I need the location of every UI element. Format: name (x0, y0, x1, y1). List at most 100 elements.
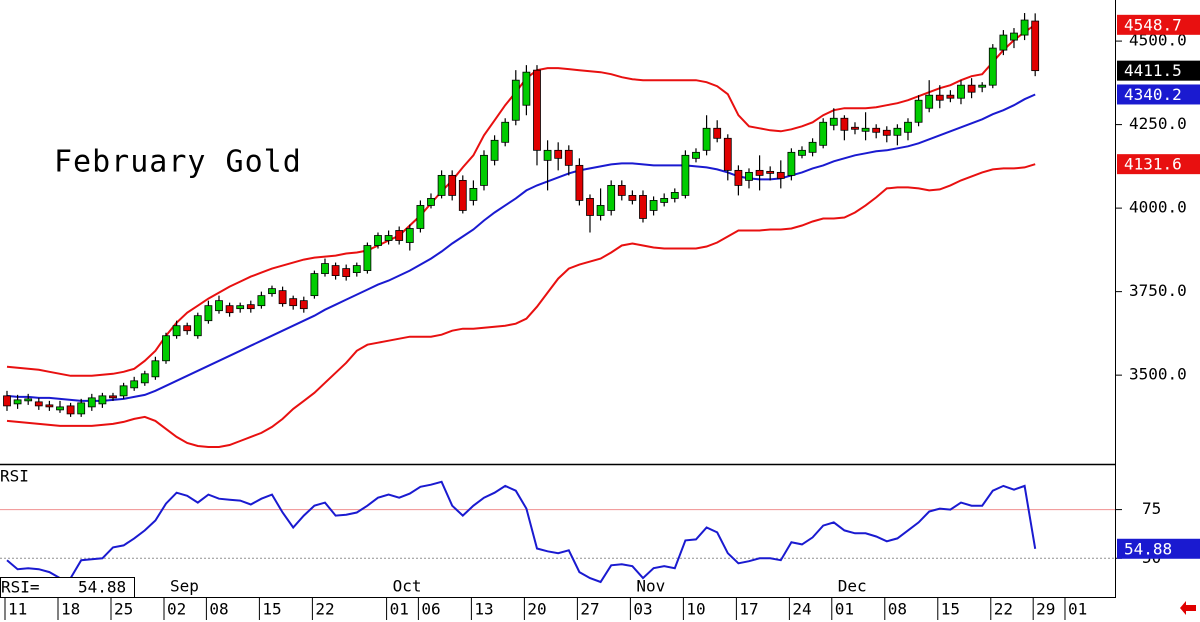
month-label: Dec (838, 577, 867, 596)
axis-labels: 4500.0 4250.0 4000.0 3750.0 3500.0 4548.7 4340… (0, 14, 1200, 620)
candle-body (660, 198, 669, 203)
candle-body (543, 149, 552, 161)
candle-body (77, 402, 86, 415)
candle-body (405, 228, 414, 243)
candle-body (119, 385, 128, 397)
candle-body (56, 406, 64, 411)
candle-body (575, 164, 584, 201)
candle-body (130, 380, 139, 389)
candle-body (24, 398, 33, 402)
candle-body (384, 235, 393, 241)
candle-body (204, 305, 213, 322)
x-tick-label: 22 (315, 600, 334, 619)
candle-body (776, 171, 785, 179)
candle-body (225, 305, 234, 314)
candle-body (448, 174, 457, 196)
candle-body (437, 174, 446, 196)
candle-body (925, 94, 934, 109)
candle-body (469, 188, 478, 201)
last-band-value-label: 4131.6 (1124, 155, 1182, 174)
candle-body (533, 69, 541, 151)
rsi-line (6, 480, 1037, 584)
candle-body (236, 305, 245, 310)
candle-body (692, 151, 700, 159)
month-label: Nov (636, 577, 665, 596)
candle-body (999, 34, 1008, 51)
candle-body (109, 395, 117, 399)
x-tick-label: 01 (1068, 600, 1087, 619)
x-tick-label: 01 (390, 600, 409, 619)
x-tick-label: 03 (633, 600, 652, 619)
candle-body (935, 94, 944, 101)
candle-body (734, 169, 743, 186)
month-label: Oct (393, 577, 422, 596)
candle-body (490, 139, 499, 161)
candle-body (183, 325, 192, 332)
candle-body (321, 263, 329, 274)
x-tick-label: 17 (739, 600, 758, 619)
candle-body (596, 205, 605, 216)
scroll-arrow[interactable] (1180, 601, 1196, 615)
candle-body (352, 265, 361, 273)
candle-body (278, 290, 287, 305)
x-tick-label: 13 (474, 600, 493, 619)
candle-body (1010, 32, 1018, 41)
y-tick-label: 4250.0 (1129, 114, 1187, 133)
candle-body (342, 268, 351, 277)
candle-body (755, 169, 764, 176)
candle-body (395, 230, 404, 241)
candle-body (246, 304, 255, 310)
rsi-readout-box (0, 577, 135, 598)
last-close-value-box (1117, 60, 1200, 81)
candle-body (861, 127, 870, 132)
x-tick-label: 22 (994, 600, 1013, 619)
x-tick-label: 08 (888, 600, 907, 619)
candle-body (745, 171, 753, 181)
candle-body (957, 84, 965, 99)
candle-body (13, 399, 22, 405)
candle-body (458, 179, 467, 211)
y-tick-label: 75 (1142, 499, 1161, 518)
candle-body (331, 265, 340, 276)
candle-body (374, 235, 382, 246)
candle-body (162, 335, 170, 362)
x-tick-label: 06 (421, 600, 440, 619)
candle-body (967, 84, 976, 93)
candle-body (3, 395, 11, 407)
last-rsi-value-box (1117, 538, 1200, 559)
candle-body (639, 195, 647, 219)
rsi-readout-value: 54.88 (78, 578, 126, 597)
candle-body (98, 395, 107, 405)
candle-body (501, 121, 510, 143)
rsi-readout-name: RSI= (1, 578, 40, 597)
candle-body (840, 117, 849, 131)
x-tick-label: 27 (580, 600, 599, 619)
price-panel (3, 13, 1040, 448)
x-tick-label: 20 (527, 600, 546, 619)
band-line (6, 163, 1036, 448)
last-rsi-value-label: 54.88 (1124, 539, 1172, 558)
candle-body (946, 94, 955, 99)
x-tick-label: 29 (1036, 600, 1055, 619)
last-band-value-box (1117, 14, 1200, 35)
x-tick-label: 15 (262, 600, 281, 619)
band-line (6, 93, 1036, 402)
band-line (6, 23, 1036, 377)
last-band-value-box (1117, 154, 1200, 175)
candle-body (299, 300, 308, 310)
candle-body (310, 273, 319, 297)
candle-body (193, 315, 202, 337)
candle-body (1031, 20, 1040, 72)
candle-body (872, 127, 881, 133)
candle-body (978, 84, 987, 88)
candle-body (670, 192, 679, 199)
candle-body (628, 195, 637, 201)
candle-body (681, 154, 690, 196)
x-tick-label: 18 (61, 600, 80, 619)
candle-body (427, 198, 435, 206)
last-band-value-box (1117, 84, 1200, 105)
candle-body (172, 325, 181, 337)
candle-body (66, 405, 75, 415)
